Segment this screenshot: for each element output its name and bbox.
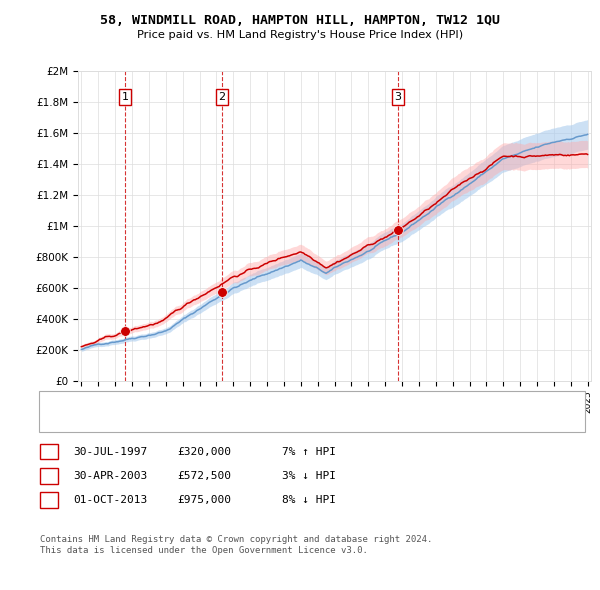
- Text: 58, WINDMILL ROAD, HAMPTON HILL, HAMPTON, TW12 1QU: 58, WINDMILL ROAD, HAMPTON HILL, HAMPTON…: [100, 14, 500, 27]
- Text: HPI: Average price, detached house, Richmond upon Thames: HPI: Average price, detached house, Rich…: [82, 415, 418, 425]
- Text: 01-OCT-2013: 01-OCT-2013: [73, 496, 148, 505]
- Text: 7% ↑ HPI: 7% ↑ HPI: [282, 447, 336, 457]
- Text: 1: 1: [46, 447, 53, 457]
- Text: 8% ↓ HPI: 8% ↓ HPI: [282, 496, 336, 505]
- Text: 2: 2: [218, 92, 226, 102]
- Text: 30-JUL-1997: 30-JUL-1997: [73, 447, 148, 457]
- Text: 58, WINDMILL ROAD, HAMPTON HILL, HAMPTON, TW12 1QU (detached house): 58, WINDMILL ROAD, HAMPTON HILL, HAMPTON…: [82, 398, 484, 408]
- Text: £975,000: £975,000: [177, 496, 231, 505]
- Text: £572,500: £572,500: [177, 471, 231, 481]
- Text: 3: 3: [46, 496, 53, 505]
- Text: £320,000: £320,000: [177, 447, 231, 457]
- Text: Price paid vs. HM Land Registry's House Price Index (HPI): Price paid vs. HM Land Registry's House …: [137, 31, 463, 40]
- Text: 1: 1: [121, 92, 128, 102]
- Text: 30-APR-2003: 30-APR-2003: [73, 471, 148, 481]
- Text: Contains HM Land Registry data © Crown copyright and database right 2024.
This d: Contains HM Land Registry data © Crown c…: [40, 535, 433, 555]
- Text: 2: 2: [46, 471, 53, 481]
- Text: 3% ↓ HPI: 3% ↓ HPI: [282, 471, 336, 481]
- Text: 3: 3: [394, 92, 401, 102]
